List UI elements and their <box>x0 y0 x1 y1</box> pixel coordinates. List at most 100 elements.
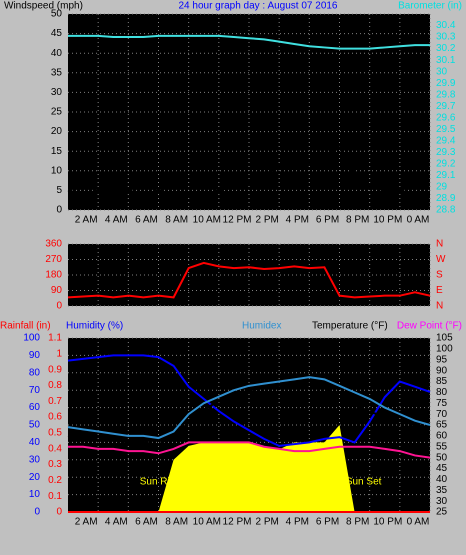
y-tick-label: 90 <box>51 285 63 296</box>
y3-tick-label: 0.6 <box>48 412 62 423</box>
x-tick-label: 10 PM <box>373 215 402 226</box>
y2-tick-label: 29.8 <box>436 89 456 100</box>
y-tick-label: 80 <box>29 367 41 378</box>
y2-tick-label: 29.7 <box>436 101 456 112</box>
x-tick-label: 12 PM <box>223 215 252 226</box>
chart-title: 24 hour graph day : August 07 2016 <box>178 1 337 12</box>
y-tick-label: 60 <box>29 402 41 413</box>
x-tick-label: 4 PM <box>286 215 309 226</box>
x-tick-label: 10 AM <box>193 517 221 528</box>
y2-tick-label: 30 <box>436 66 448 77</box>
y-tick-label: 40 <box>51 48 63 59</box>
y3-tick-label: 0.1 <box>48 491 62 502</box>
y-tick-label: 50 <box>51 9 63 20</box>
y2-tick-label: 29.3 <box>436 147 456 158</box>
y2-tick-label: 30 <box>436 496 448 507</box>
y3-tick-label: 0.3 <box>48 459 62 470</box>
y2-tick-label: 75 <box>436 398 448 409</box>
y2-tick-label: W <box>436 254 446 265</box>
y2-tick-label: 70 <box>436 409 448 420</box>
x-tick-label: 6 PM <box>316 517 339 528</box>
y-tick-label: 10 <box>51 165 63 176</box>
x-tick-label: 4 AM <box>105 517 128 528</box>
y-tick-label: 100 <box>23 333 40 344</box>
x-tick-label: 8 AM <box>165 517 188 528</box>
y-tick-label: 360 <box>45 239 62 250</box>
temperature-axis-title: Temperature (°F) <box>312 321 388 332</box>
line <box>68 34 430 50</box>
y-tick-label: 70 <box>29 385 41 396</box>
y2-tick-label: 45 <box>436 463 448 474</box>
dewpoint-title: Dew Point (°F) <box>397 321 462 332</box>
y2-tick-label: 29.2 <box>436 159 456 170</box>
y2-tick-label: 85 <box>436 376 448 387</box>
annotation: Sun Set <box>346 477 382 488</box>
line <box>67 354 431 447</box>
y-tick-label: 45 <box>51 28 63 39</box>
x-tick-label: 0 AM <box>407 215 430 226</box>
y2-tick-label: 29.1 <box>436 170 456 181</box>
y3-tick-label: 0.2 <box>48 475 62 486</box>
y-tick-label: 20 <box>51 126 63 137</box>
y2-tick-label: 65 <box>436 420 448 431</box>
y2-tick-label: 95 <box>436 354 448 365</box>
annotation: Sun Rise <box>140 477 181 488</box>
y2-tick-label: 60 <box>436 431 448 442</box>
y2-tick-label: 25 <box>436 507 448 518</box>
y2-tick-label: 30.3 <box>436 32 456 43</box>
y2-tick-label: 28.8 <box>436 205 456 216</box>
y2-tick-label: N <box>436 301 443 312</box>
x-tick-label: 6 AM <box>135 517 158 528</box>
y2-tick-label: 55 <box>436 441 448 452</box>
y2-tick-label: 80 <box>436 387 448 398</box>
y-tick-label: 50 <box>29 420 41 431</box>
line <box>67 145 430 196</box>
x-tick-label: 2 PM <box>255 215 278 226</box>
x-tick-label: 2 PM <box>255 517 278 528</box>
wind-axis-title: Windspeed (mph) <box>4 1 83 12</box>
y3-tick-label: 1.1 <box>48 333 62 344</box>
x-tick-label: 4 PM <box>286 517 309 528</box>
x-tick-label: 4 AM <box>105 215 128 226</box>
y2-tick-label: 30.2 <box>436 43 456 54</box>
y3-tick-label: 0.8 <box>48 380 62 391</box>
y2-tick-label: S <box>436 270 443 281</box>
y-tick-label: 0 <box>56 205 62 216</box>
y-tick-label: 5 <box>56 185 62 196</box>
y2-tick-label: 50 <box>436 452 448 463</box>
y2-tick-label: 90 <box>436 365 448 376</box>
y3-tick-label: 0.5 <box>48 428 62 439</box>
y-tick-label: 270 <box>45 254 62 265</box>
y-tick-label: 20 <box>29 472 41 483</box>
y-tick-label: 35 <box>51 67 63 78</box>
y3-tick-label: 0 <box>56 507 62 518</box>
y2-tick-label: 100 <box>436 344 453 355</box>
y2-tick-label: 35 <box>436 485 448 496</box>
humidity-axis-title: Humidity (%) <box>66 321 123 332</box>
x-tick-label: 0 AM <box>407 517 430 528</box>
y2-tick-label: 30.1 <box>436 55 456 66</box>
y-tick-label: 30 <box>51 87 63 98</box>
y3-tick-label: 0.4 <box>48 443 62 454</box>
line <box>68 441 431 459</box>
y2-tick-label: 40 <box>436 474 448 485</box>
y-tick-label: 90 <box>29 350 41 361</box>
line <box>67 376 431 440</box>
x-tick-label: 8 PM <box>346 517 369 528</box>
x-tick-label: 8 PM <box>346 215 369 226</box>
rainfall-axis-title: Rainfall (in) <box>0 321 51 332</box>
barometer-axis-title: Barometer (in) <box>398 1 462 12</box>
line <box>67 261 431 299</box>
y2-tick-label: N <box>436 239 443 250</box>
y3-tick-label: 0.7 <box>48 396 62 407</box>
x-tick-label: 12 PM <box>223 517 252 528</box>
x-tick-label: 2 AM <box>75 517 98 528</box>
y3-tick-label: 0.9 <box>48 364 62 375</box>
y2-tick-label: 29.9 <box>436 78 456 89</box>
x-tick-label: 6 PM <box>316 215 339 226</box>
y-tick-label: 0 <box>34 507 40 518</box>
y2-tick-label: 29 <box>436 182 448 193</box>
x-tick-label: 6 AM <box>135 215 158 226</box>
